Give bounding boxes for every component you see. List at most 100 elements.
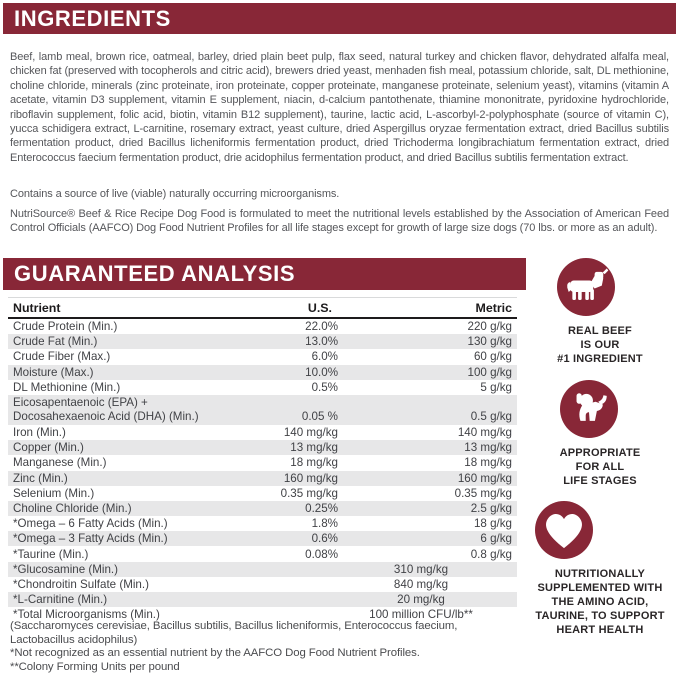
- badge-caption-real-beef: REAL BEEF IS OUR #1 INGREDIENT: [557, 325, 643, 365]
- metric-value-cell: 60 g/kg: [473, 350, 512, 364]
- table-row: *Total Microorganisms (Min.) 100 million…: [8, 607, 517, 622]
- table-header-row: Nutrient U.S. Metric: [8, 298, 517, 319]
- us-value-cell: 140 mg/kg: [283, 426, 338, 440]
- feature-badges-column: REAL BEEF IS OUR #1 INGREDIENT APPROPRIA…: [524, 258, 676, 637]
- guaranteed-analysis-section-header: GUARANTEED ANALYSIS: [3, 258, 526, 290]
- table-row: *Chondroitin Sulfate (Min.) 840 mg/kg: [8, 577, 517, 592]
- us-value-cell: 18 mg/kg: [290, 456, 338, 470]
- badge-real-beef: REAL BEEF IS OUR #1 INGREDIENT: [557, 258, 643, 366]
- us-value-cell: 13 mg/kg: [290, 441, 338, 455]
- nutrient-cell: Zinc (Min.): [13, 471, 68, 485]
- table-row: *Glucosamine (Min.) 310 mg/kg: [8, 561, 517, 577]
- badge-life-stages: APPROPRIATE FOR ALL LIFE STAGES: [559, 366, 641, 488]
- us-value-cell: 22.0%: [305, 320, 338, 334]
- cow-icon: [557, 258, 616, 316]
- table-row: *Taurine (Min.) 0.08% 0.8 g/kg: [8, 546, 517, 561]
- us-value-cell: 0.05 %: [301, 409, 338, 423]
- aafco-adequacy-statement: NutriSource® Beef & Rice Recipe Dog Food…: [10, 208, 669, 235]
- ingredients-title: INGREDIENTS: [14, 5, 171, 31]
- ingredients-list-text: Beef, lamb meal, brown rice, oatmeal, ba…: [10, 51, 669, 164]
- metric-value-cell: 6 g/kg: [480, 532, 512, 546]
- combined-value-cell: 840 mg/kg: [393, 577, 449, 591]
- nutrient-cell: Eicosapentaenoic (EPA) + Docosahexaenoic…: [13, 396, 258, 424]
- table-row: Eicosapentaenoic (EPA) + Docosahexaenoic…: [8, 394, 517, 425]
- table-row: DL Methionine (Min.) 0.5% 5 g/kg: [8, 380, 517, 395]
- nutrient-cell: Crude Fat (Min.): [13, 335, 98, 349]
- badge-caption-heart-health: NUTRITIONALLY SUPPLEMENTED WITH THE AMIN…: [535, 568, 665, 636]
- nutrient-cell: Crude Fiber (Max.): [13, 350, 111, 364]
- metric-value-cell: 0.5 g/kg: [470, 409, 512, 423]
- guaranteed-analysis-title: GUARANTEED ANALYSIS: [14, 261, 296, 286]
- combined-value-cell: 310 mg/kg: [393, 562, 449, 576]
- us-value-cell: 13.0%: [305, 335, 338, 349]
- table-row: Copper (Min.) 13 mg/kg 13 mg/kg: [8, 440, 517, 456]
- metric-value-cell: 130 g/kg: [467, 335, 512, 349]
- us-value-cell: 0.5%: [311, 380, 338, 394]
- guaranteed-analysis-table: Nutrient U.S. Metric Crude Protein (Min.…: [8, 297, 517, 622]
- table-row: Zinc (Min.) 160 mg/kg 160 mg/kg: [8, 470, 517, 486]
- nutrient-cell: *Omega – 3 Fatty Acids (Min.): [13, 532, 168, 546]
- combined-value-cell: 20 mg/kg: [397, 593, 445, 607]
- metric-value-cell: 18 g/kg: [473, 517, 512, 531]
- nutrient-cell: *Chondroitin Sulfate (Min.): [13, 577, 149, 591]
- nutrient-cell: Copper (Min.): [13, 441, 84, 455]
- metric-value-cell: 2.5 g/kg: [470, 501, 512, 515]
- us-value-cell: 0.08%: [305, 547, 338, 561]
- metric-value-cell: 13 mg/kg: [464, 441, 512, 455]
- metric-value-cell: 220 g/kg: [467, 320, 512, 334]
- column-header-us: U.S.: [307, 300, 332, 315]
- nutrient-cell: *Omega – 6 Fatty Acids (Min.): [13, 517, 168, 531]
- ingredients-section-header: INGREDIENTS: [3, 3, 676, 34]
- table-row: Moisture (Max.) 10.0% 100 g/kg: [8, 364, 517, 380]
- nutrient-cell: Iron (Min.): [13, 426, 66, 440]
- metric-value-cell: 0.8 g/kg: [470, 547, 512, 561]
- footnote-probiotic-species-line-2: Lactobacillus acidophilus): [10, 633, 138, 646]
- us-value-cell: 0.6%: [311, 532, 338, 546]
- table-row: Manganese (Min.) 18 mg/kg 18 mg/kg: [8, 455, 517, 470]
- nutrient-cell: DL Methionine (Min.): [13, 380, 121, 394]
- table-row: *Omega – 3 Fatty Acids (Min.) 0.6% 6 g/k…: [8, 531, 517, 547]
- heart-icon: [535, 501, 594, 559]
- nutrient-cell: Manganese (Min.): [13, 456, 107, 470]
- metric-value-cell: 140 mg/kg: [457, 426, 512, 440]
- nutrient-cell: Choline Chloride (Min.): [13, 501, 132, 515]
- nutrient-cell: *Taurine (Min.): [13, 547, 89, 561]
- puppy-icon: [559, 380, 618, 438]
- metric-value-cell: 100 g/kg: [467, 365, 512, 379]
- table-row: Selenium (Min.) 0.35 mg/kg 0.35 mg/kg: [8, 486, 517, 501]
- nutrient-cell: *Glucosamine (Min.): [13, 562, 119, 576]
- nutrient-cell: *Total Microorganisms (Min.): [13, 608, 160, 622]
- us-value-cell: 10.0%: [305, 365, 338, 379]
- combined-value-cell: 100 million CFU/lb**: [369, 608, 473, 622]
- table-row: Crude Fat (Min.) 13.0% 130 g/kg: [8, 334, 517, 350]
- badge-caption-life-stages: APPROPRIATE FOR ALL LIFE STAGES: [559, 447, 641, 487]
- live-microorganisms-note: Contains a source of live (viable) natur…: [10, 188, 340, 200]
- nutrient-cell: Selenium (Min.): [13, 486, 95, 500]
- table-row: Choline Chloride (Min.) 0.25% 2.5 g/kg: [8, 500, 517, 517]
- table-footnotes: (Saccharomyces cerevisiae, Bacillus subt…: [10, 620, 530, 674]
- us-value-cell: 6.0%: [311, 350, 338, 364]
- table-row: Crude Fiber (Max.) 6.0% 60 g/kg: [8, 349, 517, 364]
- nutrient-line-1: Eicosapentaenoic (EPA) +: [13, 395, 148, 409]
- nutrient-cell: Crude Protein (Min.): [13, 320, 118, 334]
- nutrient-line-2: Docosahexaenoic Acid (DHA) (Min.): [13, 409, 199, 423]
- metric-value-cell: 18 mg/kg: [464, 456, 512, 470]
- table-row: *L-Carnitine (Min.) 20 mg/kg: [8, 592, 517, 608]
- badge-heart-health: NUTRITIONALLY SUPPLEMENTED WITH THE AMIN…: [535, 488, 664, 637]
- nutrient-cell: *L-Carnitine (Min.): [13, 593, 108, 607]
- us-value-cell: 0.35 mg/kg: [280, 486, 338, 500]
- footnote-cfu: **Colony Forming Units per pound: [10, 660, 180, 673]
- metric-value-cell: 5 g/kg: [480, 380, 512, 394]
- nutrient-cell: Moisture (Max.): [13, 365, 94, 379]
- column-header-nutrient: Nutrient: [13, 300, 61, 315]
- us-value-cell: 160 mg/kg: [283, 471, 338, 485]
- us-value-cell: 1.8%: [311, 517, 338, 531]
- us-value-cell: 0.25%: [305, 501, 338, 515]
- metric-value-cell: 160 mg/kg: [457, 471, 512, 485]
- table-row: Iron (Min.) 140 mg/kg 140 mg/kg: [8, 425, 517, 440]
- metric-value-cell: 0.35 mg/kg: [454, 486, 512, 500]
- table-row: Crude Protein (Min.) 22.0% 220 g/kg: [8, 319, 517, 334]
- footnote-probiotic-species-line-1: (Saccharomyces cerevisiae, Bacillus subt…: [10, 620, 458, 632]
- footnote-not-recognized: *Not recognized as an essential nutrient…: [10, 647, 420, 660]
- column-header-metric: Metric: [475, 300, 513, 315]
